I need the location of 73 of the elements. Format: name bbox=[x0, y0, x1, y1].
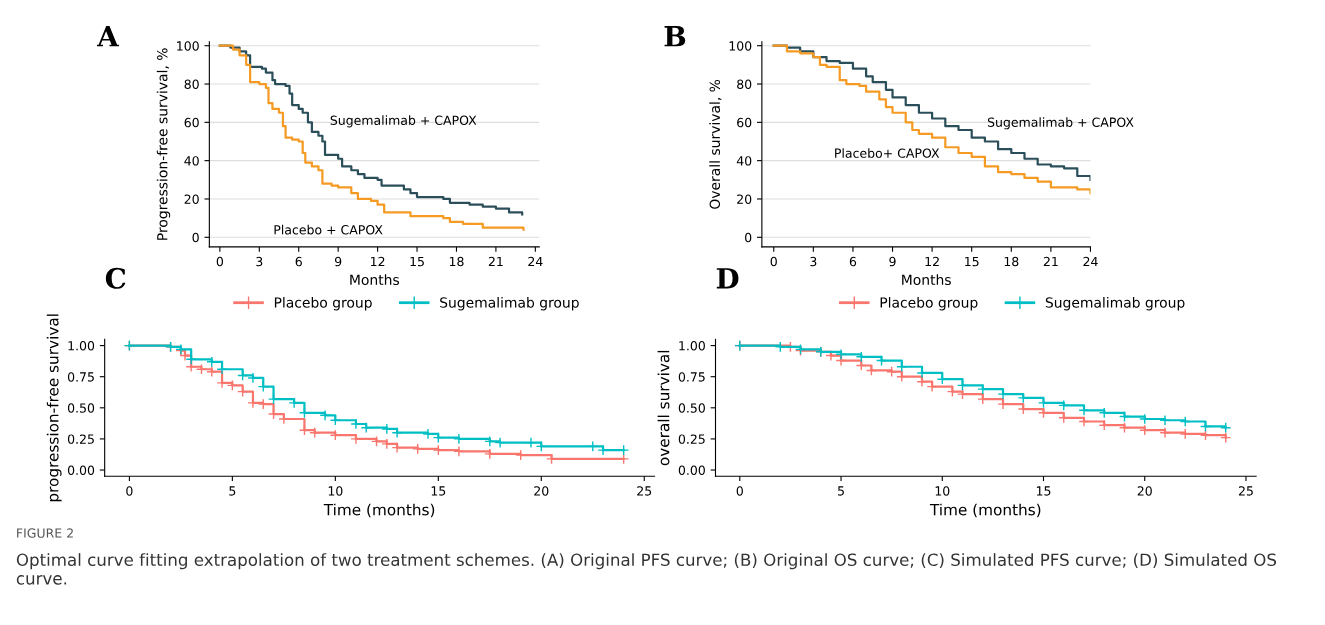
y-tick-label: 1.00 bbox=[68, 341, 95, 351]
x-tick-label: 21 bbox=[488, 256, 503, 267]
y-axis-title: Overall survival, % bbox=[709, 79, 722, 209]
x-tick-label: 15 bbox=[410, 256, 424, 267]
x-tick-label: 0 bbox=[770, 256, 777, 267]
y-tick-label: 1.00 bbox=[679, 341, 705, 351]
x-tick-label: 9 bbox=[334, 256, 342, 267]
y-axis-title: overall survival bbox=[657, 350, 670, 466]
y-tick-label: 0.50 bbox=[678, 403, 705, 413]
y-tick-label: 40 bbox=[736, 156, 752, 166]
x-tick-label: 0 bbox=[216, 256, 224, 267]
y-tick-label: 0.00 bbox=[678, 465, 705, 475]
x-tick-label: 21 bbox=[1043, 256, 1058, 267]
y-tick-label: 0 bbox=[192, 232, 199, 243]
text: Optimal curve fitting extrapolation of two treatment schemes. (A) Original PFS curve; (B) Original OS curve; (C) Simulated PFS curve; (D) Simulated OS curve. bbox=[16, 553, 1277, 585]
y-tick-label: 40 bbox=[184, 156, 199, 166]
x-tick-label: 20 bbox=[534, 486, 549, 496]
x-tick-label: 15 bbox=[431, 486, 446, 496]
y-tick-label: 60 bbox=[737, 117, 752, 128]
y-tick-label: 0.75 bbox=[678, 372, 705, 382]
x-tick-label: 12 bbox=[925, 256, 939, 267]
x-tick-label: 25 bbox=[637, 486, 652, 496]
x-axis-title: Time (months) bbox=[929, 503, 1041, 518]
y-tick-label: 0.50 bbox=[67, 403, 95, 413]
legend-label: Placebo group bbox=[274, 297, 372, 311]
x-tick-label: 18 bbox=[449, 256, 464, 267]
x-tick-label: 15 bbox=[1036, 486, 1051, 496]
x-tick-label: 25 bbox=[1238, 486, 1253, 496]
x-tick-label: 3 bbox=[810, 256, 817, 267]
chart-title: B bbox=[664, 26, 686, 47]
x-tick-label: 24 bbox=[1083, 256, 1098, 267]
x-tick-label: 18 bbox=[1004, 256, 1019, 267]
x-tick-label: 12 bbox=[371, 256, 385, 267]
y-tick-label: 0.75 bbox=[67, 372, 94, 382]
x-tick-label: 10 bbox=[328, 486, 343, 496]
x-tick-label: 6 bbox=[295, 256, 302, 267]
y-tick-label: 80 bbox=[184, 79, 199, 89]
legend-label: Placebo group bbox=[880, 297, 978, 311]
x-tick-label: 10 bbox=[935, 486, 950, 496]
x-tick-label: 5 bbox=[229, 486, 236, 496]
legend-label: Sugemalimab group bbox=[440, 297, 579, 311]
y-tick-label: 0 bbox=[745, 232, 752, 243]
y-tick-label: 20 bbox=[184, 194, 199, 204]
series-label: Placebo + CAPOX bbox=[274, 224, 383, 235]
chart-title: D bbox=[716, 268, 739, 289]
y-tick-label: 100 bbox=[729, 41, 752, 51]
caption: FIGURE 2 bbox=[17, 528, 73, 538]
series-label: Sugemalimab + CAPOX bbox=[330, 115, 477, 128]
legend-label: Sugemalimab group bbox=[1045, 297, 1185, 311]
y-tick-label: 0.25 bbox=[678, 434, 705, 444]
y-axis-title: Progression-free survival, % bbox=[156, 48, 171, 240]
x-tick-label: 20 bbox=[1137, 486, 1152, 496]
x-tick-label: 6 bbox=[849, 256, 857, 267]
x-tick-label: 24 bbox=[528, 256, 543, 267]
x-axis-title: Time (months) bbox=[323, 503, 435, 518]
series-label: Sugemalimab + CAPOX bbox=[987, 117, 1134, 130]
x-axis-title: Months bbox=[902, 274, 951, 285]
y-tick-label: 0.00 bbox=[67, 465, 95, 475]
y-tick-label: 0.25 bbox=[67, 434, 94, 444]
x-tick-label: 15 bbox=[965, 256, 979, 267]
y-tick-label: 60 bbox=[184, 117, 199, 128]
y-tick-label: 20 bbox=[737, 194, 752, 204]
series-label: Placebo+ CAPOX bbox=[835, 148, 940, 158]
y-tick-label: 80 bbox=[737, 79, 752, 89]
y-tick-label: 100 bbox=[177, 41, 199, 51]
chart-title: C bbox=[105, 267, 126, 289]
x-axis-title: Months bbox=[350, 274, 400, 285]
chart-title: A bbox=[96, 26, 120, 47]
x-tick-label: 0 bbox=[126, 486, 133, 496]
y-axis-title: progression-free survival bbox=[46, 314, 62, 502]
x-tick-label: 9 bbox=[889, 256, 896, 267]
x-tick-label: 5 bbox=[838, 486, 844, 496]
x-tick-label: 3 bbox=[256, 256, 263, 267]
